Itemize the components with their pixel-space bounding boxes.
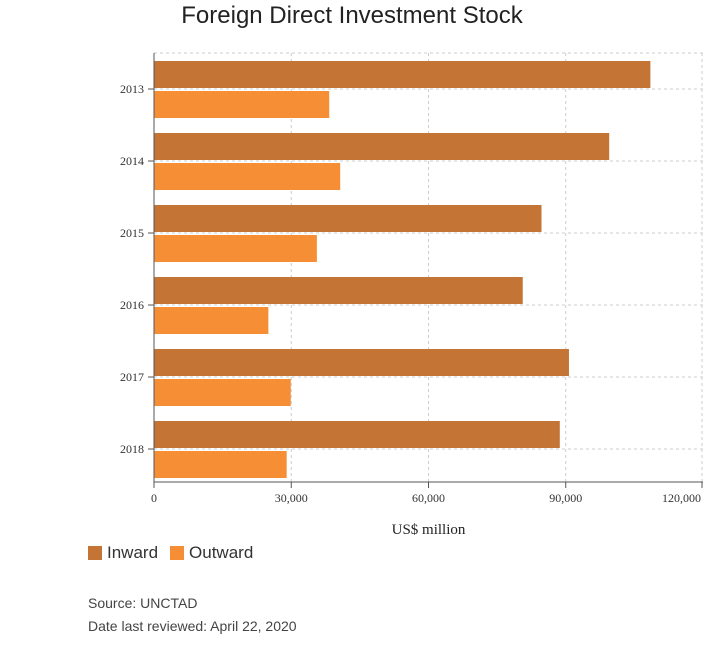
bar-inward-2015[interactable] — [154, 205, 542, 232]
source-note: Source: UNCTAD — [88, 595, 198, 611]
bar-outward-2013[interactable] — [154, 91, 330, 118]
x-tick-label: 30,000 — [275, 491, 308, 505]
y-tick-label: 2017 — [120, 370, 144, 384]
bar-outward-2014[interactable] — [154, 163, 341, 190]
bar-inward-2013[interactable] — [154, 61, 651, 88]
x-axis-label: US$ million — [392, 522, 466, 538]
x-tick-label: 90,000 — [549, 491, 582, 505]
y-tick-label: 2018 — [120, 442, 144, 456]
y-tick-label: 2013 — [120, 82, 144, 96]
legend-item-outward[interactable]: Outward — [170, 543, 253, 563]
y-tick-labels: 2013 2014 2015 2016 2017 2018 — [120, 82, 144, 456]
legend-swatch-inward — [88, 546, 102, 560]
bar-inward-2014[interactable] — [154, 133, 610, 160]
bar-inward-2018[interactable] — [154, 421, 560, 448]
grid-lines — [154, 52, 703, 482]
legend-item-inward[interactable]: Inward — [88, 543, 158, 563]
y-tick-label: 2015 — [120, 226, 144, 240]
bar-chart: 2013 2014 2015 2016 2017 2018 0 30,000 60,000 90… — [120, 52, 703, 538]
bar-outward-2018[interactable] — [154, 451, 287, 478]
footer: Source: UNCTAD Date last reviewed: April… — [88, 592, 297, 638]
x-tick-label: 120,000 — [662, 491, 701, 505]
bar-outward-2017[interactable] — [154, 379, 291, 406]
y-tick-label: 2014 — [120, 154, 144, 168]
x-tick-label: 0 — [151, 491, 157, 505]
y-tick-label: 2016 — [120, 298, 144, 312]
bar-inward-2017[interactable] — [154, 349, 569, 376]
bar-inward-2016[interactable] — [154, 277, 523, 304]
legend-label-inward: Inward — [107, 543, 159, 562]
x-tick-label: 60,000 — [412, 491, 445, 505]
chart-title: Foreign Direct Investment Stock — [181, 2, 523, 29]
bars — [154, 61, 651, 478]
legend-swatch-outward — [170, 546, 185, 560]
legend: Inward Outward — [88, 543, 265, 563]
bar-outward-2016[interactable] — [154, 307, 269, 334]
legend-label-outward: Outward — [189, 543, 254, 562]
reviewed-date: Date last reviewed: April 22, 2020 — [88, 618, 297, 634]
x-tick-labels: 0 30,000 60,000 90,000 120,000 — [151, 491, 701, 505]
axes — [148, 53, 703, 488]
bar-outward-2015[interactable] — [154, 235, 317, 262]
